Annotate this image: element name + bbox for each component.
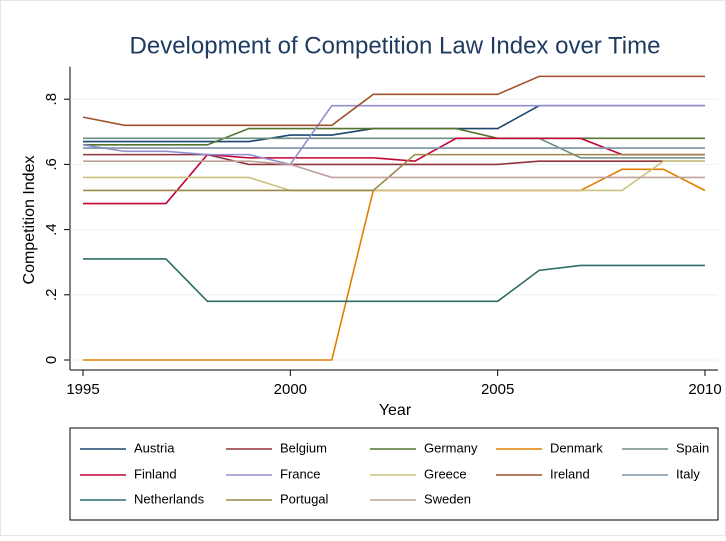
- legend-label: Sweden: [424, 491, 471, 506]
- legend-box: [69, 427, 719, 521]
- y-tick-label: .4: [43, 223, 60, 236]
- x-tick-label: 2010: [688, 381, 721, 398]
- series-line: [83, 153, 705, 192]
- x-tick-label: 2000: [274, 381, 307, 398]
- y-axis-label: Competition Index: [21, 156, 38, 285]
- legend-label: Ireland: [550, 466, 590, 481]
- x-tick-label: 2005: [481, 381, 514, 398]
- legend-label: Italy: [676, 466, 700, 481]
- x-axis-label: Year: [379, 402, 412, 419]
- legend-label: Netherlands: [134, 491, 205, 506]
- series-line: [82, 75, 705, 127]
- legend-label: Germany: [424, 440, 478, 455]
- series-line: [83, 153, 705, 166]
- series-line: [82, 104, 705, 166]
- series-line: [83, 160, 705, 192]
- legend-label: Austria: [134, 440, 175, 455]
- series-line: [83, 258, 705, 303]
- legend-label: Greece: [424, 466, 467, 481]
- y-tick-label: 0: [43, 356, 60, 364]
- x-tick-label: 1995: [66, 381, 99, 398]
- y-tick-label: .6: [43, 158, 60, 171]
- legend-label: Finland: [134, 466, 177, 481]
- legend-label: Belgium: [280, 440, 327, 455]
- y-tick-label: .8: [43, 93, 60, 106]
- series-line: [83, 160, 705, 179]
- legend-label: Spain: [676, 440, 709, 455]
- legend-label: Portugal: [280, 491, 329, 506]
- y-tick-label: .2: [43, 289, 60, 302]
- series-line: [83, 137, 705, 205]
- series-line: [83, 137, 705, 159]
- legend-label: France: [280, 466, 320, 481]
- series-line: [83, 127, 705, 146]
- legend-label: Denmark: [550, 440, 603, 455]
- chart-title: Development of Competition Law Index ove…: [130, 32, 661, 59]
